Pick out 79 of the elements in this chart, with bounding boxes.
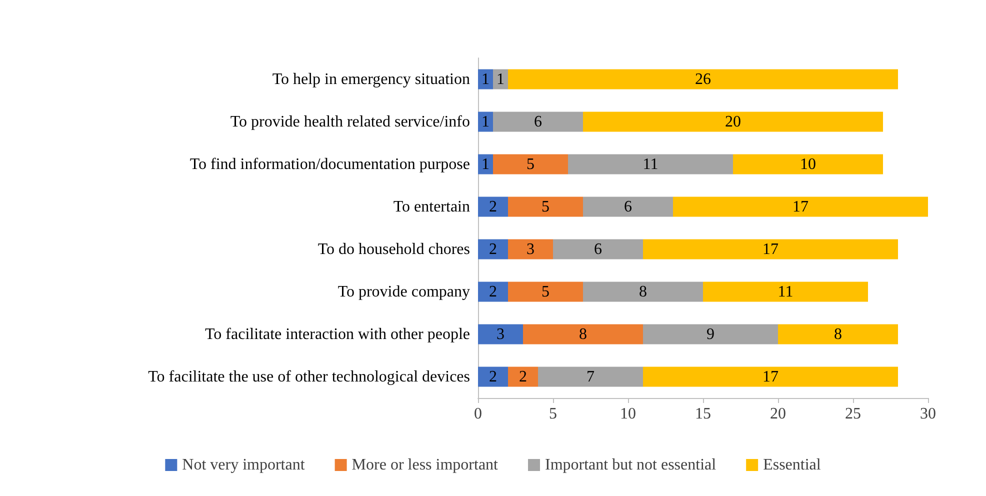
y-tick-label: To find information/documentation purpose <box>190 156 470 173</box>
data-label: 1 <box>482 70 490 88</box>
data-label: 17 <box>762 368 778 386</box>
y-tick-label: To do household chores <box>318 240 470 258</box>
data-label: 8 <box>639 283 647 300</box>
data-label: 6 <box>624 198 632 216</box>
data-label: 2 <box>519 368 527 386</box>
bar <box>673 196 928 217</box>
data-label: 2 <box>489 240 497 258</box>
bar <box>493 112 583 132</box>
data-label: 2 <box>489 198 497 216</box>
x-tick-label: 10 <box>620 406 636 422</box>
bar <box>478 196 508 217</box>
data-label: 1 <box>496 70 504 88</box>
data-label: 5 <box>526 156 534 173</box>
x-tick-label: 15 <box>695 406 711 422</box>
bar <box>478 282 508 302</box>
data-label: 10 <box>800 156 816 173</box>
bar <box>508 366 538 387</box>
data-label: 17 <box>762 240 778 258</box>
data-label: 8 <box>579 326 587 343</box>
y-tick-label: To facilitate interaction with other people <box>205 326 470 343</box>
bar <box>583 282 703 302</box>
data-label: 20 <box>725 113 741 130</box>
x-tick-label: 25 <box>845 406 861 422</box>
y-tick-label: To provide company <box>338 283 470 300</box>
data-label: 5 <box>542 198 550 216</box>
data-label: 26 <box>695 70 711 88</box>
data-label: 2 <box>489 283 497 300</box>
bar <box>778 324 898 344</box>
data-label: 3 <box>526 240 534 258</box>
data-label: 1 <box>482 113 490 130</box>
bar <box>703 282 868 302</box>
data-label: 5 <box>542 283 550 300</box>
data-label: 6 <box>534 113 542 130</box>
bar <box>538 366 643 387</box>
bar <box>508 282 583 302</box>
bar <box>478 69 493 90</box>
legend-label: Essential <box>763 456 822 474</box>
bar <box>733 154 883 174</box>
bar <box>643 239 898 260</box>
bar <box>568 154 733 174</box>
y-tick-label: To entertain <box>393 198 470 216</box>
x-tick-label: 0 <box>474 406 482 422</box>
legend-label: Not very important <box>182 456 306 474</box>
data-label: 1 <box>482 156 490 173</box>
y-tick-label: To provide health related service/info <box>230 113 470 130</box>
bar <box>478 112 493 132</box>
data-label: 17 <box>792 198 808 216</box>
bar <box>493 69 508 90</box>
data-label: 11 <box>642 156 658 173</box>
bar <box>478 324 523 344</box>
bar <box>493 154 568 174</box>
bar <box>478 154 493 174</box>
y-tick-label: To facilitate the use of other technological devices <box>148 368 470 386</box>
legend-label: More or less important <box>352 456 499 474</box>
bar <box>508 196 583 217</box>
bar <box>508 239 553 260</box>
bar <box>553 239 643 260</box>
bar <box>643 366 898 387</box>
bar <box>583 112 883 132</box>
data-label: 8 <box>834 326 842 343</box>
bar <box>583 196 673 217</box>
data-label: 2 <box>489 368 497 386</box>
bar <box>643 324 778 344</box>
bar <box>523 324 643 344</box>
x-tick-label: 5 <box>549 406 557 422</box>
data-label: 6 <box>594 240 602 258</box>
x-tick-label: 20 <box>770 406 786 422</box>
legend-label: Important but not essential <box>544 456 717 474</box>
data-label: 7 <box>586 368 594 386</box>
data-label: 9 <box>706 326 714 343</box>
bar <box>508 69 898 90</box>
y-tick-label: To help in emergency situation <box>272 70 470 88</box>
bar <box>478 239 508 260</box>
bar <box>478 366 508 387</box>
x-tick-label: 30 <box>920 406 936 422</box>
data-label: 3 <box>496 326 504 343</box>
data-label: 11 <box>778 283 794 300</box>
